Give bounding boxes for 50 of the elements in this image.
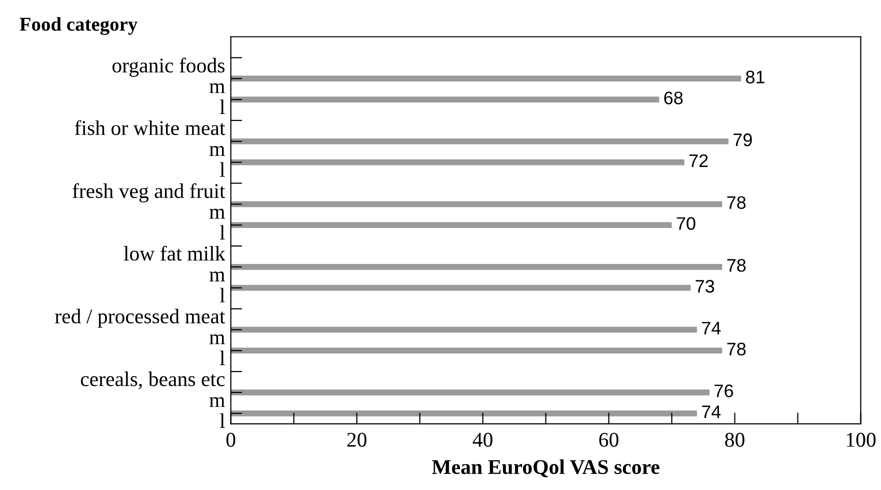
bar — [230, 326, 697, 333]
bar — [230, 264, 722, 270]
x-tick-label: 60 — [599, 432, 618, 447]
data-label: 74 — [702, 406, 721, 418]
data-label: 78 — [727, 196, 746, 209]
x-tick-label: 20 — [347, 432, 366, 447]
bar — [230, 138, 728, 144]
y-tick-label: l — [220, 225, 225, 240]
bar — [230, 159, 684, 166]
data-label: 68 — [664, 92, 683, 104]
x-axis-title: Mean EuroQol VAS score — [432, 459, 660, 478]
x-tick-label: 0 — [226, 432, 236, 447]
bar — [230, 222, 672, 228]
x-tick-label: 40 — [472, 432, 492, 447]
data-label: 73 — [696, 280, 714, 293]
y-tick-label: m — [210, 208, 225, 219]
bar — [230, 284, 691, 291]
bar — [230, 76, 742, 82]
y-tick-label: low fat milk — [124, 246, 226, 261]
data-label: 72 — [689, 154, 708, 167]
y-tick-label: cereals, beans etc — [80, 372, 225, 390]
data-label: 76 — [714, 384, 734, 398]
bar — [230, 390, 710, 396]
y-tick-label: l — [220, 162, 225, 177]
data-label: 70 — [676, 217, 696, 230]
bar — [230, 96, 660, 102]
data-label: 78 — [727, 342, 746, 356]
y-axis-title: Food category — [20, 17, 138, 35]
y-tick-label: l — [220, 100, 225, 114]
data-label: 81 — [746, 70, 764, 84]
data-label: 78 — [727, 258, 746, 272]
bar — [230, 410, 697, 416]
y-tick-label: organic foods — [112, 58, 225, 77]
bar — [230, 201, 722, 208]
data-label: 74 — [702, 322, 721, 334]
bar — [230, 348, 722, 354]
y-tick-label: m — [210, 397, 225, 407]
y-tick-label: fish or white meat — [74, 120, 226, 136]
y-tick-label: m — [210, 272, 225, 282]
y-tick-label: m — [210, 83, 225, 94]
y-tick-label: l — [220, 288, 225, 302]
x-tick-label: 80 — [725, 432, 744, 447]
y-tick-label: m — [210, 146, 225, 156]
data-label: 79 — [734, 133, 752, 146]
y-tick-label: red / processed meat — [55, 308, 226, 328]
y-tick-label: l — [220, 350, 225, 366]
y-tick-label: m — [210, 334, 225, 344]
y-tick-label: fresh veg and fruit — [72, 183, 226, 202]
y-tick-label: l — [220, 413, 225, 428]
x-tick-label: 100 — [846, 432, 876, 447]
